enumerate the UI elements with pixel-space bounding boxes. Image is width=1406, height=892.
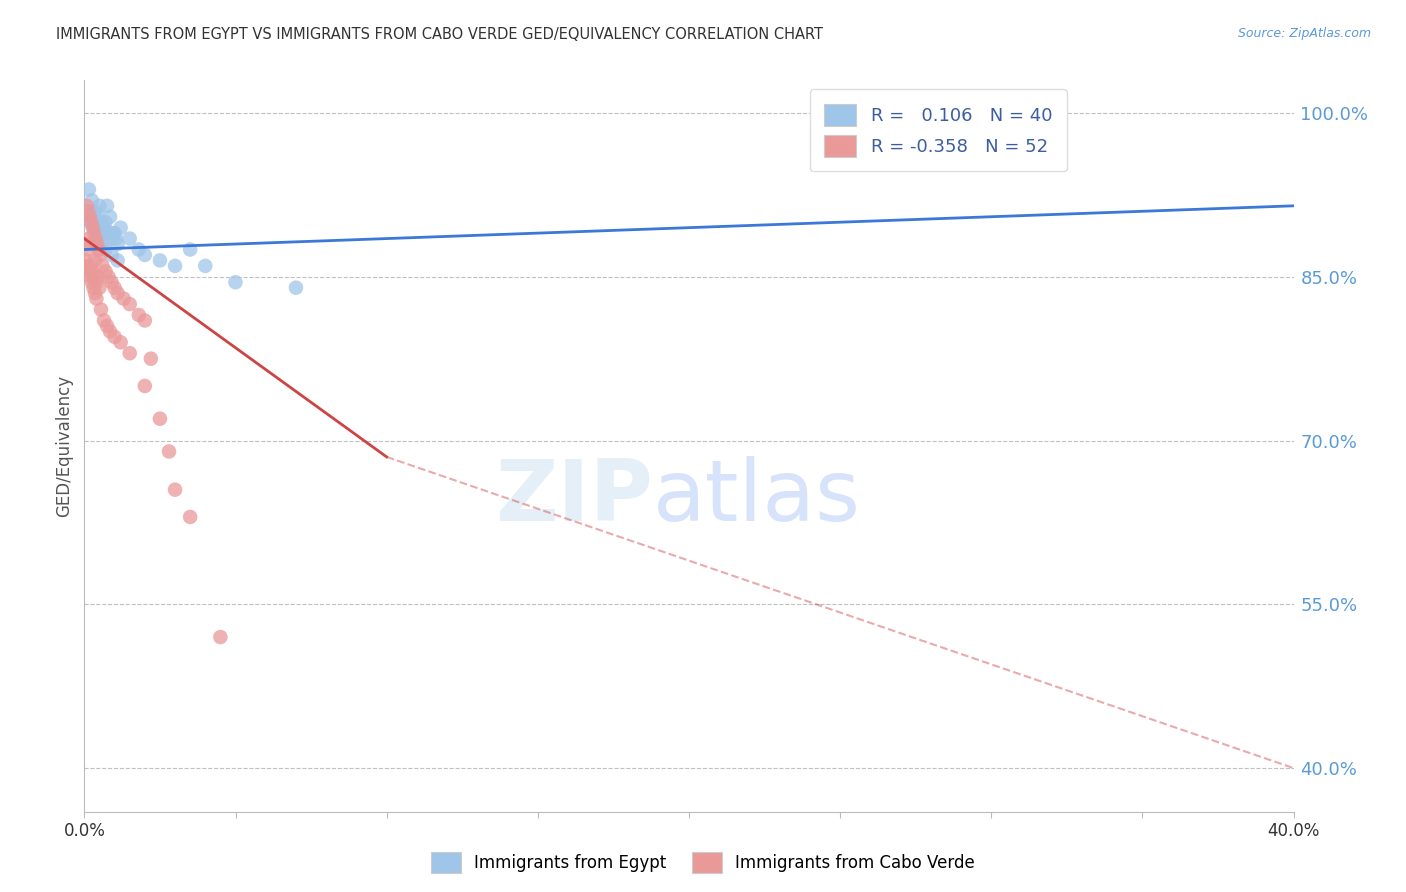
Point (97, 269, 120, 284)
Y-axis label: GED/Equivalency: GED/Equivalency (55, 375, 73, 517)
Point (84, 231, 107, 245)
Point (100, 275, 122, 289)
Point (134, 379, 156, 393)
Point (90, 302, 112, 317)
Point (86, 226, 108, 240)
Point (209, 630, 232, 644)
Point (134, 248, 156, 262)
Point (89, 281, 111, 295)
Point (76, 259, 98, 273)
Point (107, 237, 129, 252)
Text: atlas: atlas (652, 456, 860, 539)
Point (84, 286, 107, 301)
Point (76, 199, 98, 213)
Point (104, 281, 127, 295)
Text: ZIP: ZIP (495, 456, 652, 539)
Point (86, 275, 108, 289)
Point (93, 220, 115, 235)
Point (80, 275, 103, 289)
Point (128, 243, 150, 257)
Point (118, 231, 141, 245)
Point (98, 324, 121, 338)
Point (149, 253, 172, 268)
Point (89, 199, 111, 213)
Point (118, 297, 141, 311)
Point (179, 243, 201, 257)
Point (100, 248, 122, 262)
Point (94, 264, 117, 278)
Point (82, 204, 104, 219)
Point (77, 204, 100, 219)
Point (94, 215, 117, 229)
Point (97, 226, 120, 240)
Point (75, 237, 97, 252)
Point (194, 259, 217, 273)
Point (84, 253, 107, 268)
Point (285, 281, 308, 295)
Point (79, 215, 101, 229)
Point (101, 226, 124, 240)
Point (82, 281, 104, 295)
Point (950, 101, 973, 115)
Point (91, 237, 114, 252)
Point (90, 215, 112, 229)
Point (79, 210, 101, 224)
Point (134, 313, 156, 327)
Point (105, 231, 128, 245)
Point (112, 292, 135, 306)
Point (118, 346, 141, 360)
Point (76, 204, 98, 219)
Point (87, 243, 110, 257)
Point (79, 210, 101, 224)
Point (139, 351, 162, 366)
Point (75, 253, 97, 268)
Point (80, 194, 103, 208)
Point (77, 231, 100, 245)
Point (89, 248, 111, 262)
Point (104, 330, 127, 344)
Point (107, 286, 129, 301)
Text: Source: ZipAtlas.com: Source: ZipAtlas.com (1237, 27, 1371, 40)
Point (82, 220, 104, 235)
Point (128, 308, 150, 322)
Point (79, 259, 101, 273)
Point (91, 259, 114, 273)
Point (94, 243, 117, 257)
Point (79, 269, 101, 284)
Point (77, 264, 100, 278)
Point (80, 215, 103, 229)
Text: IMMIGRANTS FROM EGYPT VS IMMIGRANTS FROM CABO VERDE GED/EQUIVALENCY CORRELATION : IMMIGRANTS FROM EGYPT VS IMMIGRANTS FROM… (56, 27, 824, 42)
Point (110, 335, 132, 350)
Point (107, 253, 129, 268)
Point (86, 292, 108, 306)
Point (93, 313, 115, 327)
Point (80, 264, 103, 278)
Point (87, 269, 110, 284)
Point (96, 318, 118, 333)
Point (76, 243, 98, 257)
Point (157, 444, 180, 458)
Point (98, 210, 121, 224)
Point (86, 237, 108, 252)
Point (86, 215, 108, 229)
Point (100, 231, 122, 245)
Point (82, 269, 104, 284)
Point (84, 204, 107, 219)
Point (225, 275, 247, 289)
Point (149, 411, 172, 425)
Legend: Immigrants from Egypt, Immigrants from Cabo Verde: Immigrants from Egypt, Immigrants from C… (425, 846, 981, 880)
Point (110, 220, 132, 235)
Point (91, 220, 114, 235)
Point (179, 510, 201, 524)
Point (82, 220, 104, 235)
Point (77, 182, 100, 196)
Point (83, 226, 105, 240)
Point (87, 210, 110, 224)
Legend: R =   0.106   N = 40, R = -0.358   N = 52: R = 0.106 N = 40, R = -0.358 N = 52 (810, 89, 1067, 171)
Point (165, 483, 187, 497)
Point (165, 259, 187, 273)
Point (104, 226, 127, 240)
Point (89, 231, 111, 245)
Point (96, 199, 118, 213)
